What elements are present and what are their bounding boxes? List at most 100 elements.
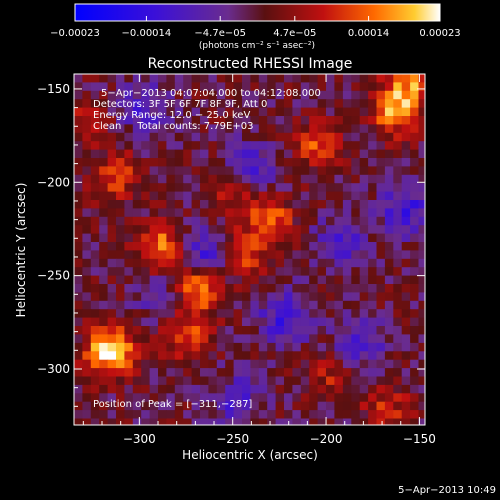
heatmap-cell (174, 384, 184, 394)
heatmap-cell (149, 376, 159, 386)
heatmap-cell (292, 166, 302, 176)
heatmap-cell (342, 410, 352, 420)
heatmap-cell (317, 342, 327, 352)
heatmap-cell (376, 342, 386, 352)
heatmap-cell (384, 418, 394, 425)
heatmap-cell (183, 166, 193, 176)
heatmap-cell (351, 267, 361, 277)
heatmap-cell (158, 418, 167, 425)
heatmap-cell (90, 258, 100, 268)
heatmap-cell (351, 258, 361, 268)
heatmap-cell (267, 90, 277, 100)
heatmap-cell (216, 208, 226, 218)
heatmap-cell (284, 368, 293, 378)
heatmap-cell (141, 401, 151, 411)
heatmap-cell (275, 410, 285, 420)
heatmap-cell (410, 141, 420, 151)
heatmap-cell (166, 351, 176, 361)
heatmap-cell (284, 384, 293, 394)
heatmap-cell (132, 124, 142, 134)
heatmap-cell (149, 284, 159, 293)
heatmap-cell (334, 326, 344, 335)
heatmap-cell (275, 183, 285, 193)
heatmap-cell (216, 334, 226, 344)
heatmap-cell (317, 334, 327, 344)
heatmap-cell (74, 317, 83, 327)
heatmap-cell (250, 208, 260, 218)
heatmap-cell (334, 216, 344, 226)
heatmap-cell (300, 309, 310, 319)
heatmap-cell (149, 124, 159, 134)
heatmap-cell (225, 326, 235, 335)
heatmap-cell (99, 284, 109, 293)
heatmap-cell (90, 334, 100, 344)
heatmap-cell (418, 74, 425, 83)
heatmap-cell (132, 216, 142, 226)
heatmap-cell (216, 368, 226, 378)
heatmap-cell (132, 107, 142, 117)
heatmap-cell (300, 250, 310, 260)
heatmap-cell (250, 183, 260, 193)
heatmap-cell (384, 116, 394, 125)
heatmap-cell (250, 99, 260, 109)
heatmap-cell (183, 267, 193, 277)
heatmap-cell (258, 124, 268, 134)
heatmap-cell (107, 376, 117, 386)
heatmap-cell (191, 200, 201, 209)
heatmap-cell (351, 149, 361, 159)
heatmap-cell (242, 141, 251, 151)
heatmap-cell (225, 284, 235, 293)
heatmap-cell (74, 74, 83, 83)
heatmap-cell (275, 418, 285, 425)
colorbar-tick-label: 0.00014 (348, 28, 389, 39)
heatmap-cell (418, 132, 425, 142)
heatmap-cell (427, 217, 436, 226)
heatmap-cell (183, 141, 193, 151)
heatmap-cell (384, 225, 394, 235)
heatmap-cell (351, 158, 361, 167)
heatmap-cell (216, 393, 226, 403)
heatmap-cell (359, 250, 369, 260)
heatmap-cell (174, 208, 184, 218)
heatmap-cell (351, 233, 361, 243)
heatmap-cell (91, 427, 100, 436)
heatmap-cell (233, 191, 243, 201)
heatmap-cell (393, 158, 403, 167)
heatmap-cell (158, 351, 167, 361)
heatmap-cell (317, 292, 327, 302)
heatmap-cell (418, 300, 425, 310)
heatmap-cell (351, 359, 361, 369)
heatmap-cell (275, 99, 285, 109)
heatmap-cell (258, 233, 268, 243)
heatmap-cell (384, 74, 394, 83)
heatmap-cell (90, 275, 100, 285)
heatmap-cell (174, 267, 184, 277)
heatmap-cell (351, 250, 361, 260)
heatmap-cell (317, 166, 327, 176)
heatmap-cell (149, 225, 159, 235)
heatmap-cell (225, 292, 235, 302)
heatmap-cell (342, 242, 352, 251)
heatmap-cell (309, 99, 319, 109)
heatmap-cell (82, 317, 92, 327)
heatmap-cell (132, 393, 142, 403)
heatmap-cell (292, 158, 302, 167)
heatmap-cell (191, 158, 201, 167)
heatmap-cell (393, 250, 403, 260)
heatmap-cell (208, 317, 218, 327)
heatmap-cell (99, 309, 109, 319)
heatmap-cell (242, 393, 251, 403)
heatmap-cell (250, 216, 260, 226)
heatmap-cell (351, 351, 361, 361)
heatmap-cell (107, 107, 117, 117)
heatmap-cell (90, 284, 100, 293)
heatmap-cell (183, 242, 193, 251)
heatmap-cell (149, 258, 159, 268)
heatmap-cell (368, 233, 378, 243)
heatmap-cell (225, 166, 235, 176)
heatmap-cell (99, 166, 109, 176)
heatmap-cell (300, 351, 310, 361)
heatmap-cell (116, 74, 125, 83)
heatmap-cell (384, 410, 394, 420)
heatmap-cell (267, 292, 277, 302)
